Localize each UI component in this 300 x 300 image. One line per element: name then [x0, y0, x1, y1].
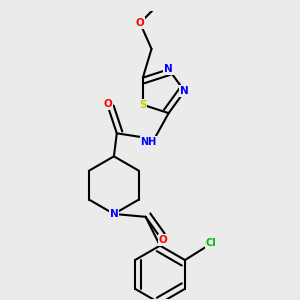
Text: O: O: [104, 100, 112, 110]
Text: N: N: [180, 86, 189, 96]
Text: O: O: [158, 235, 167, 245]
Text: NH: NH: [140, 137, 157, 147]
Text: Cl: Cl: [206, 238, 216, 248]
Text: O: O: [136, 18, 144, 28]
Text: N: N: [110, 209, 118, 219]
Text: S: S: [139, 100, 147, 110]
Text: methoxy: methoxy: [160, 0, 166, 1]
Text: N: N: [164, 64, 173, 74]
